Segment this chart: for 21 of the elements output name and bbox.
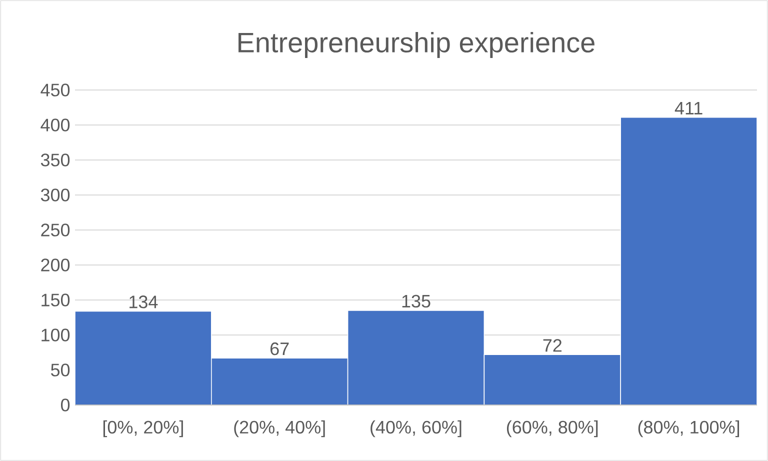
y-tick-label: 300	[40, 188, 70, 202]
data-label: 135	[402, 294, 430, 308]
data-label: 72	[543, 339, 562, 352]
y-tick-label: 400	[40, 118, 70, 132]
y-tick-label: 350	[40, 154, 70, 166]
x-tick-label: (60%, 80%]	[506, 420, 598, 438]
y-tick-label: 200	[41, 258, 70, 272]
chart-title: Entrepreneurship experience	[238, 32, 594, 58]
data-label: 411	[674, 102, 702, 114]
x-tick-label: [0%, 20%]	[103, 420, 183, 438]
data-label: 134	[130, 296, 158, 308]
x-tick-label: (80%, 100%]	[638, 420, 740, 438]
y-tick-label: 150	[42, 294, 70, 306]
y-tick-label: 50	[50, 364, 70, 376]
data-label: 67	[270, 342, 289, 356]
y-tick-label: 250	[41, 224, 70, 236]
y-tick-label: 450	[40, 84, 70, 96]
y-tick-label: 0	[60, 398, 70, 412]
y-tick-label: 100	[42, 328, 70, 342]
x-tick-label: (40%, 60%]	[370, 420, 462, 438]
x-tick-label: (20%, 40%]	[234, 420, 325, 438]
